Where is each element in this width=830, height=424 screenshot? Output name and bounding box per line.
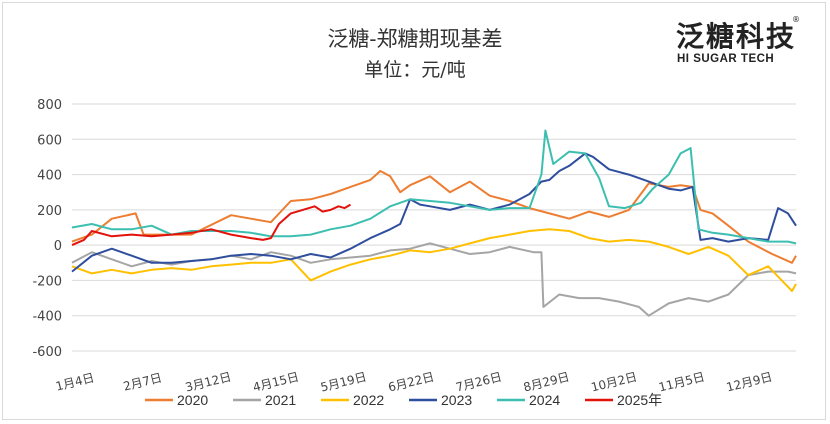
y-tick-label: -200	[32, 274, 62, 289]
x-tick-label: 1月4日	[54, 371, 96, 394]
y-tick-label: 400	[37, 169, 62, 184]
legend-label-2023: 2023	[441, 392, 472, 408]
series-line-2022	[71, 228, 797, 292]
x-tick-label: 4月15日	[251, 370, 300, 395]
chart-frame	[2, 2, 826, 420]
chart-subtitle: 单位：元/吨	[364, 59, 465, 81]
x-tick-label: 5月19日	[319, 370, 368, 395]
logo-registered-mark: ®	[792, 15, 800, 24]
x-axis: 1月4日 2月7日 3月12日 4月15日 5月19日 6月22日 7月26日 8月29日 10…	[54, 370, 773, 395]
y-tick-label: -600	[32, 345, 62, 360]
y-axis: 800 600 400 200 0 -200 -400 -600	[32, 98, 62, 360]
logo-cn-text: 泛糖科技	[676, 20, 796, 53]
y-tick-label: -400	[32, 310, 62, 325]
y-tick-label: 600	[37, 133, 62, 148]
chart-title: 泛糖-郑糖期现基差	[327, 27, 502, 51]
legend-label-2021: 2021	[265, 392, 296, 408]
gridlines	[72, 103, 796, 352]
y-tick-label: 0	[54, 239, 62, 254]
x-tick-label: 11月5日	[657, 370, 706, 395]
x-tick-label: 7月26日	[454, 370, 503, 395]
legend-label-2020: 2020	[177, 392, 208, 408]
legend-label-2024: 2024	[529, 392, 560, 408]
series-lines	[71, 129, 797, 317]
series-line-2025	[71, 203, 352, 247]
x-tick-label: 2月7日	[122, 371, 164, 394]
x-tick-label: 10月2日	[590, 370, 639, 395]
y-tick-label: 800	[37, 98, 62, 113]
y-tick-label: 200	[37, 204, 62, 219]
x-tick-label: 12月9日	[725, 370, 774, 395]
x-tick-label: 6月22日	[387, 370, 436, 395]
legend-label-2025: 2025年	[617, 392, 662, 408]
brand-logo: 泛糖科技 ® HI SUGAR TECH	[676, 15, 800, 65]
series-line-2020	[71, 170, 797, 264]
legend: 2020 2021 2022 2023 2024 2025年	[145, 392, 662, 408]
x-tick-label: 3月12日	[184, 370, 233, 395]
legend-label-2022: 2022	[353, 392, 384, 408]
x-tick-label: 8月29日	[522, 370, 571, 395]
logo-en-text: HI SUGAR TECH	[677, 53, 774, 65]
